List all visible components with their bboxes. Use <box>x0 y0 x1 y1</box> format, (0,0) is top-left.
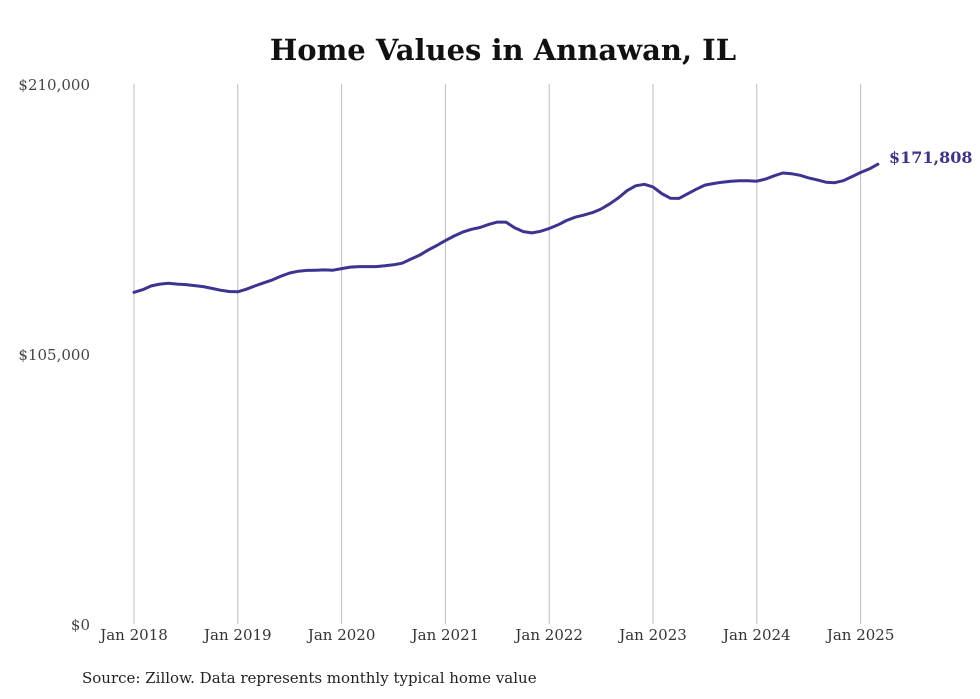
y-tick-label: $0 <box>71 616 90 634</box>
source-note: Source: Zillow. Data represents monthly … <box>82 669 537 687</box>
x-axis-tick-labels: Jan 2018 Jan 2019 Jan 2020 Jan 2021 Jan 2022… <box>98 626 894 644</box>
x-tick-label: Jan 2020 <box>306 626 376 644</box>
y-axis-tick-labels: $0 $105,000 $210,000 <box>18 76 90 634</box>
x-tick-label: Jan 2019 <box>202 626 272 644</box>
last-value-label: $171,808 <box>889 148 973 167</box>
x-tick-label: Jan 2018 <box>98 626 168 644</box>
y-tick-label: $210,000 <box>18 76 90 94</box>
x-tick-label: Jan 2023 <box>617 626 687 644</box>
x-tick-label: Jan 2025 <box>825 626 895 644</box>
gridlines <box>133 84 862 624</box>
x-tick-label: Jan 2024 <box>721 626 791 644</box>
x-tick-label: Jan 2021 <box>410 626 480 644</box>
y-tick-label: $105,000 <box>18 346 90 364</box>
chart-title: Home Values in Annawan, IL <box>270 33 736 67</box>
series-line-layer <box>132 162 880 294</box>
home-value-line <box>132 162 880 294</box>
x-tick-label: Jan 2022 <box>513 626 583 644</box>
